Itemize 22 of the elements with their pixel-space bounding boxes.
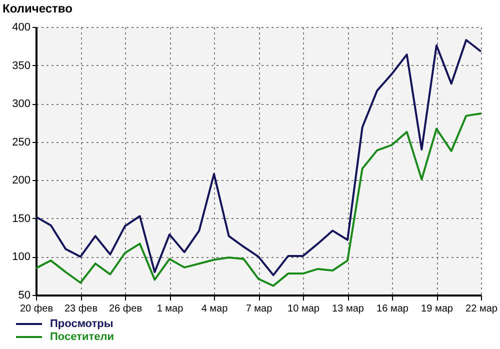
legend-label: Просмотры xyxy=(50,318,114,330)
y-tick-label: 250 xyxy=(12,136,30,148)
y-tick-label: 150 xyxy=(12,212,30,225)
y-tick-label: 400 xyxy=(12,22,30,34)
x-tick-label: 4 мар xyxy=(201,304,228,314)
y-tick-label: 300 xyxy=(12,98,30,110)
y-tick-label: 100 xyxy=(12,251,30,264)
x-tick-label: 10 мар xyxy=(288,304,320,314)
legend-label: Посетители xyxy=(50,331,114,343)
x-tick-label: 13 мар xyxy=(332,304,364,314)
x-tick-label: 26 фев xyxy=(108,304,142,314)
x-tick-label: 7 мар xyxy=(246,304,273,314)
y-tick-label: 200 xyxy=(12,174,30,187)
x-tick-label: 20 фев xyxy=(20,304,54,314)
x-tick-label: 22 мар xyxy=(466,304,498,314)
x-tick-label: 19 мар xyxy=(421,304,454,314)
y-tick-label: 50 xyxy=(18,290,30,302)
x-tick-label: 1 мар xyxy=(156,304,184,314)
x-tick-label: 23 фев xyxy=(64,304,98,314)
y-tick-label: 350 xyxy=(12,60,30,72)
x-tick-label: 16 мар xyxy=(376,304,409,314)
y-axis-title: Количество xyxy=(2,2,72,16)
